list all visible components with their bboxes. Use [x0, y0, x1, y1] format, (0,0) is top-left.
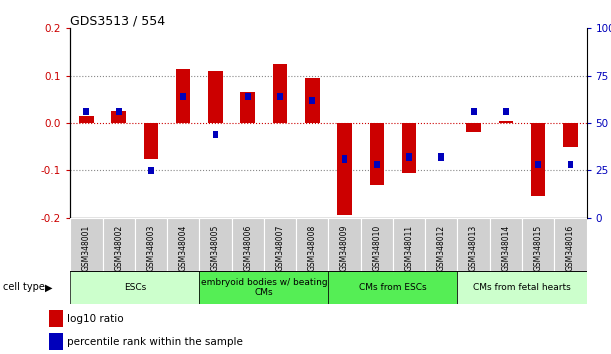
Text: GDS3513 / 554: GDS3513 / 554	[70, 14, 166, 27]
Bar	[264, 218, 296, 271]
Bar	[144, 123, 158, 159]
Bar	[374, 161, 379, 169]
Bar	[70, 271, 199, 304]
Bar	[406, 153, 412, 161]
Text: GSM348006: GSM348006	[243, 225, 252, 271]
Bar	[568, 161, 573, 169]
Text: GSM348002: GSM348002	[114, 225, 123, 271]
Bar	[337, 123, 352, 215]
Bar	[458, 271, 587, 304]
Bar	[522, 218, 554, 271]
Bar	[167, 218, 199, 271]
Text: GSM348001: GSM348001	[82, 225, 91, 271]
Text: GSM348012: GSM348012	[437, 225, 446, 271]
Bar	[470, 108, 477, 115]
Bar	[393, 218, 425, 271]
Bar	[148, 167, 154, 174]
Bar	[309, 97, 315, 104]
Text: cell type: cell type	[3, 282, 45, 292]
Text: GSM348005: GSM348005	[211, 225, 220, 271]
Bar	[466, 123, 481, 132]
Text: GSM348016: GSM348016	[566, 225, 575, 271]
Bar	[329, 218, 360, 271]
Bar	[49, 333, 63, 350]
Text: GSM348008: GSM348008	[308, 225, 316, 271]
Bar	[49, 310, 63, 327]
Bar	[232, 218, 264, 271]
Bar	[213, 131, 218, 138]
Bar	[180, 93, 186, 100]
Text: percentile rank within the sample: percentile rank within the sample	[67, 337, 243, 347]
Bar	[490, 218, 522, 271]
Bar	[70, 218, 103, 271]
Text: GSM348003: GSM348003	[147, 225, 155, 271]
Text: log10 ratio: log10 ratio	[67, 314, 123, 324]
Bar	[425, 218, 458, 271]
Bar	[503, 108, 509, 115]
Bar	[199, 271, 329, 304]
Bar	[103, 218, 135, 271]
Bar	[296, 218, 329, 271]
Bar	[115, 108, 122, 115]
Bar	[342, 155, 348, 163]
Bar	[370, 123, 384, 184]
Bar	[245, 93, 251, 100]
Bar	[360, 218, 393, 271]
Text: ▶: ▶	[45, 282, 52, 292]
Bar	[458, 218, 490, 271]
Bar	[329, 271, 458, 304]
Bar	[111, 111, 126, 123]
Bar	[305, 78, 320, 123]
Text: GSM348010: GSM348010	[372, 225, 381, 271]
Text: GSM348009: GSM348009	[340, 225, 349, 271]
Bar	[554, 218, 587, 271]
Bar	[499, 121, 513, 123]
Bar	[199, 218, 232, 271]
Text: GSM348004: GSM348004	[178, 225, 188, 271]
Bar	[563, 123, 577, 147]
Text: GSM348014: GSM348014	[502, 225, 510, 271]
Bar	[273, 64, 287, 123]
Bar	[135, 218, 167, 271]
Bar	[531, 123, 546, 196]
Text: GSM348007: GSM348007	[276, 225, 285, 271]
Bar	[402, 123, 416, 173]
Bar	[241, 92, 255, 123]
Text: GSM348011: GSM348011	[404, 225, 414, 271]
Text: ESCs: ESCs	[123, 283, 146, 292]
Bar	[79, 116, 93, 123]
Bar	[176, 69, 191, 123]
Bar	[439, 153, 444, 161]
Text: GSM348013: GSM348013	[469, 225, 478, 271]
Text: embryoid bodies w/ beating
CMs: embryoid bodies w/ beating CMs	[200, 278, 327, 297]
Text: CMs from ESCs: CMs from ESCs	[359, 283, 426, 292]
Bar	[535, 161, 541, 169]
Text: CMs from fetal hearts: CMs from fetal hearts	[473, 283, 571, 292]
Bar	[84, 108, 89, 115]
Bar	[277, 93, 283, 100]
Bar	[208, 71, 223, 123]
Text: GSM348015: GSM348015	[533, 225, 543, 271]
